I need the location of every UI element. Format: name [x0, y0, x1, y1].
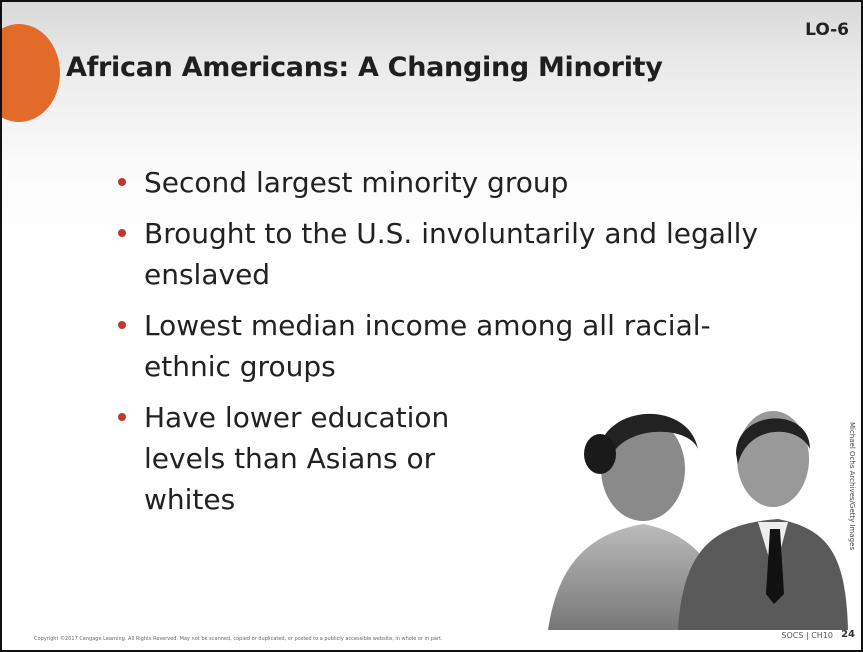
course-label: SOCS | CH10 — [781, 631, 833, 640]
bullet: Brought to the U.S. involuntarily and le… — [110, 213, 824, 295]
copyright: Copyright ©2017 Cengage Learning. All Ri… — [34, 636, 443, 642]
accent-circle — [0, 24, 60, 122]
photo-credit: Michael Ochs Archives/Getty Images — [848, 422, 856, 550]
bullet: Have lower education levels than Asians … — [110, 397, 484, 520]
badge: LO-6 — [805, 20, 849, 40]
bullet: Second largest minority group — [110, 162, 844, 203]
title: African Americans: A Changing Minority — [66, 52, 663, 83]
photo — [548, 394, 848, 630]
page-number: 24 — [841, 629, 855, 640]
bullet: Lowest median income among all racial-et… — [110, 305, 724, 387]
slide: LO-6 African Americans: A Changing Minor… — [0, 0, 863, 652]
